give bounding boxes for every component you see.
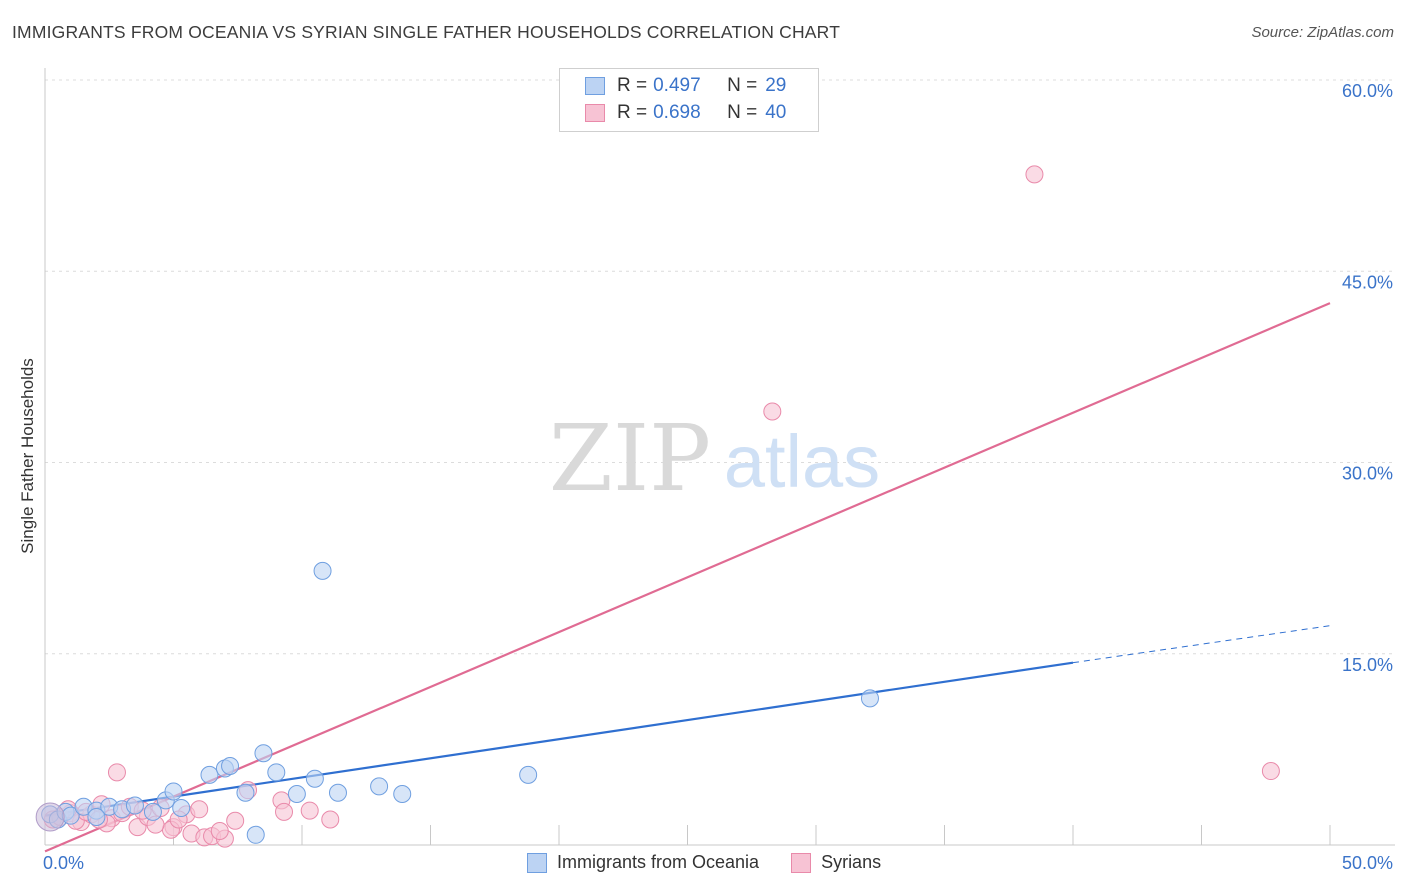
data-point: [305, 769, 324, 788]
legend-n-label: N =: [727, 102, 758, 123]
data-point: [164, 782, 183, 801]
y-tick-label: 60.0%: [1342, 81, 1393, 101]
data-point: [254, 744, 273, 763]
data-point: [87, 807, 106, 826]
watermark-atlas: atlas: [724, 420, 880, 503]
data-point: [190, 800, 209, 819]
legend-item-oceania[interactable]: Immigrants from Oceania: [527, 852, 759, 873]
correlation-legend: R = 0.497 N = 29 R = 0.698 N = 40: [559, 68, 819, 132]
data-point: [370, 777, 389, 796]
data-point: [200, 765, 219, 784]
legend-n-value: 40: [765, 102, 787, 123]
data-point: [236, 783, 255, 802]
y-tick-label: 45.0%: [1342, 272, 1393, 292]
data-point: [107, 763, 126, 782]
data-point: [1025, 165, 1044, 184]
x-tick-label: 0.0%: [43, 853, 84, 873]
data-point: [321, 810, 340, 829]
data-point: [313, 561, 332, 580]
data-point: [267, 763, 286, 782]
data-point: [210, 821, 229, 840]
y-tick-label: 15.0%: [1342, 655, 1393, 675]
tick-labels: 15.0% 30.0% 45.0% 60.0% 0.0% 50.0%: [43, 81, 1393, 873]
legend-n-label: N =: [727, 75, 758, 96]
watermark: ZIP atlas: [549, 405, 880, 512]
data-point: [300, 801, 319, 820]
data-point: [328, 783, 347, 802]
legend-row-oceania: R = 0.497 N = 29: [585, 74, 786, 98]
data-point: [860, 689, 879, 708]
legend-item-syrians[interactable]: Syrians: [791, 852, 881, 873]
watermark-zip: ZIP: [549, 405, 711, 512]
data-point: [1261, 762, 1280, 781]
data-point: [393, 785, 412, 803]
data-point: [519, 765, 538, 784]
chart-title: IMMIGRANTS FROM OCEANIA VS SYRIAN SINGLE…: [12, 22, 841, 42]
legend-label-oceania: Immigrants from Oceania: [557, 852, 760, 872]
data-point: [172, 799, 191, 818]
legend-r-label: R =: [617, 102, 648, 123]
source-label: Source: ZipAtlas.com: [1251, 24, 1394, 41]
legend-label-syrians: Syrians: [821, 852, 882, 872]
data-point: [221, 756, 240, 775]
axes: [44, 68, 1395, 846]
legend-swatch-syrians: [585, 104, 605, 122]
legend-r-value: 0.698: [653, 102, 701, 123]
series-legend: Immigrants from Oceania Syrians: [527, 852, 913, 873]
legend-n-value: 29: [765, 75, 787, 96]
grid-lines: [45, 79, 1395, 655]
legend-swatch-syrians: [791, 852, 812, 873]
legend-r-value: 0.497: [653, 75, 701, 96]
legend-r-label: R =: [617, 75, 648, 96]
data-point: [125, 796, 144, 815]
data-point: [287, 785, 306, 803]
data-points: [35, 109, 1280, 848]
trend-line: [44, 661, 1074, 817]
x-tick-label: 50.0%: [1342, 853, 1393, 873]
legend-swatch-oceania: [585, 77, 605, 95]
data-point: [246, 825, 265, 844]
y-tick-label: 30.0%: [1342, 464, 1393, 484]
trend-line-extension: [1072, 625, 1331, 664]
data-point: [763, 402, 782, 421]
data-point: [226, 811, 245, 830]
y-axis-label: Single Father Households: [18, 358, 37, 554]
data-point: [143, 802, 162, 821]
legend-row-syrians: R = 0.698 N = 40: [585, 101, 786, 125]
data-point-cluster: [35, 802, 65, 832]
legend-swatch-oceania: [527, 852, 547, 873]
data-point: [275, 802, 294, 821]
